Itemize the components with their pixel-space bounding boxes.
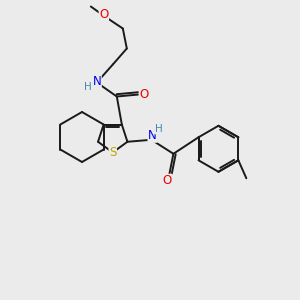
Text: H: H xyxy=(84,82,92,92)
Text: N: N xyxy=(148,129,157,142)
Text: N: N xyxy=(92,75,101,88)
Text: S: S xyxy=(109,146,116,159)
Text: H: H xyxy=(154,124,162,134)
Text: O: O xyxy=(99,8,108,21)
Text: O: O xyxy=(139,88,148,101)
Text: O: O xyxy=(163,174,172,187)
